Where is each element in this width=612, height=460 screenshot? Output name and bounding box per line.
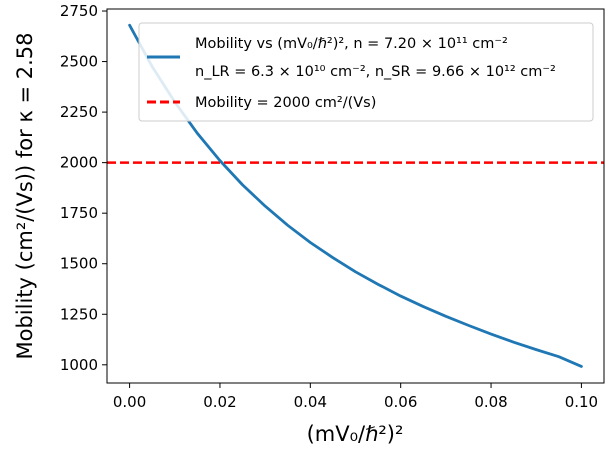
legend-entry-threshold: Mobility = 2000 cm²/(Vs) — [195, 95, 376, 111]
x-tick-label: 0.02 — [203, 393, 236, 411]
y-tick-label: 1250 — [60, 305, 98, 323]
y-tick-label: 1750 — [60, 204, 98, 222]
y-axis-label: Mobility (cm²/(Vs)) for κ = 2.58 — [13, 32, 37, 359]
x-tick-label: 0.00 — [113, 393, 146, 411]
y-tick-label: 2250 — [60, 103, 98, 121]
x-tick-label: 0.08 — [474, 393, 507, 411]
y-tick-label: 2750 — [60, 2, 98, 20]
y-tick-label: 2000 — [60, 154, 98, 172]
y-tick-label: 2500 — [60, 53, 98, 71]
legend-box — [138, 22, 594, 122]
legend-entry-mobility-line1: Mobility vs (mV₀/ℏ²)², n = 7.20 × 10¹¹ c… — [195, 36, 508, 52]
x-axis-label: (mV₀/ℏ²)² — [307, 422, 404, 446]
x-tick-label: 0.06 — [384, 393, 417, 411]
y-tick-label: 1000 — [60, 356, 98, 374]
legend: Mobility vs (mV₀/ℏ²)², n = 7.20 × 10¹¹ c… — [138, 22, 594, 122]
x-tick-label: 0.04 — [294, 393, 327, 411]
y-tick-label: 1500 — [60, 255, 98, 273]
mobility-line — [128, 23, 583, 368]
x-tick-label: 0.10 — [565, 393, 598, 411]
legend-entry-mobility-line2: n_LR = 6.3 × 10¹⁰ cm⁻², n_SR = 9.66 × 10… — [195, 64, 556, 80]
axes-frame — [106, 8, 605, 384]
